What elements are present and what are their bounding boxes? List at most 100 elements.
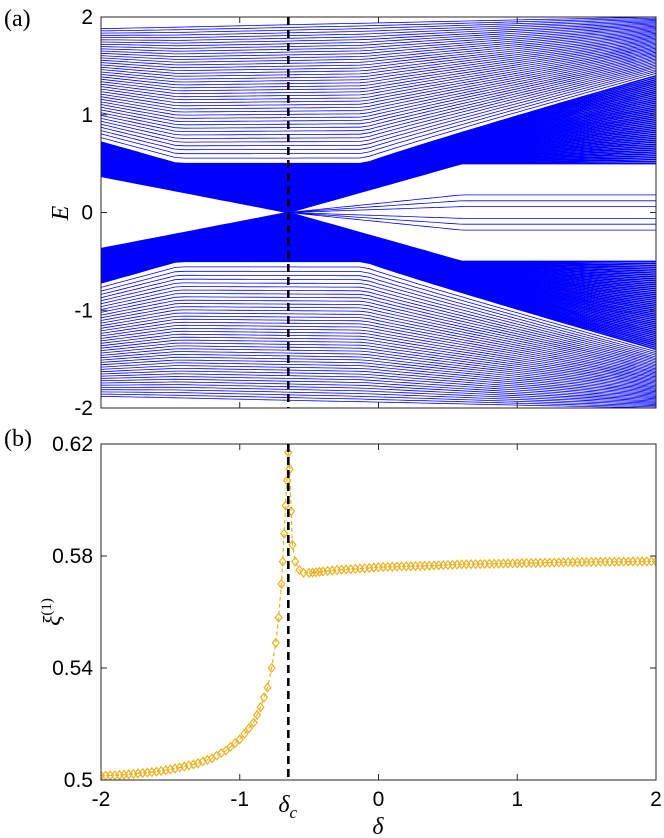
xi-marker (651, 556, 656, 567)
continuum-level (101, 348, 656, 388)
continuum-level (101, 53, 656, 113)
panel-a-plot-area (101, 17, 656, 408)
continuum-level (101, 342, 656, 385)
continuum-level (101, 54, 656, 116)
gap-level (288, 212, 656, 225)
xi-marker (249, 717, 258, 728)
xi-marker (274, 612, 283, 623)
spectrum-levels (101, 17, 656, 408)
xi-marker (280, 528, 289, 539)
y-axis-symbol: ξ (40, 615, 66, 626)
xi-marker (230, 737, 240, 749)
continuum-level (101, 46, 656, 98)
continuum-level (101, 61, 656, 132)
y-axis-superscript: (1) (39, 598, 55, 616)
continuum-level (101, 44, 656, 92)
panel-b-x-tick-labels: -2 -1 0 1 2 (92, 788, 662, 811)
xi-marker (282, 475, 292, 486)
panel-b-x-axis-label: δ (372, 814, 384, 838)
continuum-level (101, 278, 656, 358)
xi-marker (291, 556, 300, 567)
critical-tick-symbol: δ (278, 792, 290, 818)
continuum-level (101, 63, 656, 136)
continuum-level (101, 31, 656, 63)
continuum-level (101, 330, 656, 380)
continuum-level (101, 376, 656, 400)
xi-marker (311, 567, 321, 578)
continuum-level (101, 370, 656, 397)
continuum-level (101, 58, 656, 126)
continuum-level (101, 21, 656, 39)
xi-marker (284, 447, 293, 458)
continuum-level (101, 373, 656, 398)
x-tick-label: 0 (373, 788, 385, 811)
continuum-level (101, 289, 656, 362)
xi-marker (240, 728, 249, 739)
continuum-level (101, 351, 656, 389)
continuum-level (101, 367, 656, 396)
continuum-level (101, 24, 656, 47)
y-tick-label: 0.5 (64, 769, 93, 792)
continuum-level (101, 389, 656, 405)
continuum-level (101, 381, 656, 402)
panel-b-label: (b) (4, 426, 32, 452)
x-tick-label: -2 (92, 788, 111, 811)
continuum-level (101, 365, 656, 395)
continuum-level (101, 37, 656, 77)
continuum-level (101, 49, 656, 104)
continuum-level (101, 336, 656, 383)
gap-level (288, 206, 656, 213)
continuum-level (101, 327, 656, 379)
y-tick-label: -2 (74, 397, 93, 420)
xi-marker (271, 637, 280, 648)
panel-a-label: (a) (4, 6, 31, 32)
continuum-level (101, 29, 656, 57)
critical-tick-label: δc (278, 792, 297, 822)
continuum-level (101, 23, 656, 44)
y-tick-label: 0 (81, 202, 93, 225)
continuum-level (101, 42, 656, 89)
xi-marker (299, 567, 308, 578)
continuum-level (101, 20, 656, 36)
x-tick-label: -1 (230, 788, 249, 811)
continuum-level (101, 356, 656, 391)
continuum-level (101, 339, 656, 384)
svg-text:ξ(1): ξ(1) (39, 598, 66, 626)
continuum-level (101, 270, 656, 354)
continuum-level (101, 378, 656, 401)
y-tick-label: 1 (81, 104, 93, 127)
xi-marker (315, 566, 324, 577)
continuum-level (101, 391, 656, 407)
continuum-level (101, 384, 656, 403)
continuum-level (101, 333, 656, 381)
continuum-level (101, 318, 656, 375)
continuum-level (101, 296, 656, 365)
continuum-level (101, 45, 656, 95)
continuum-level (101, 32, 656, 66)
continuum-level (101, 362, 656, 394)
xi-marker (304, 567, 314, 578)
continuum-level (101, 274, 656, 356)
continuum-level (101, 57, 656, 123)
xi-marker (221, 745, 231, 756)
continuum-level (101, 315, 656, 374)
xi-marker (288, 539, 297, 550)
continuum-level (101, 22, 656, 41)
panel-a-frame (100, 16, 657, 409)
critical-tick-subscript: c (289, 803, 297, 822)
panel-a-energy-spectrum: -2 -1 0 1 2 (a) E (4, 6, 657, 420)
continuum-level (101, 18, 656, 34)
continuum-level (101, 40, 656, 83)
continuum-level (101, 35, 656, 72)
xi-marker (295, 564, 304, 576)
continuum-level (101, 324, 656, 378)
xi-marker (256, 702, 265, 713)
x-tick-label: 2 (650, 788, 662, 811)
continuum-level (101, 309, 656, 371)
continuum-level (101, 386, 656, 404)
xi-marker (281, 500, 290, 511)
continuum-level (101, 34, 656, 69)
panel-a-y-tick-labels: -2 -1 0 1 2 (74, 6, 93, 420)
y-tick-label: -1 (74, 299, 93, 322)
